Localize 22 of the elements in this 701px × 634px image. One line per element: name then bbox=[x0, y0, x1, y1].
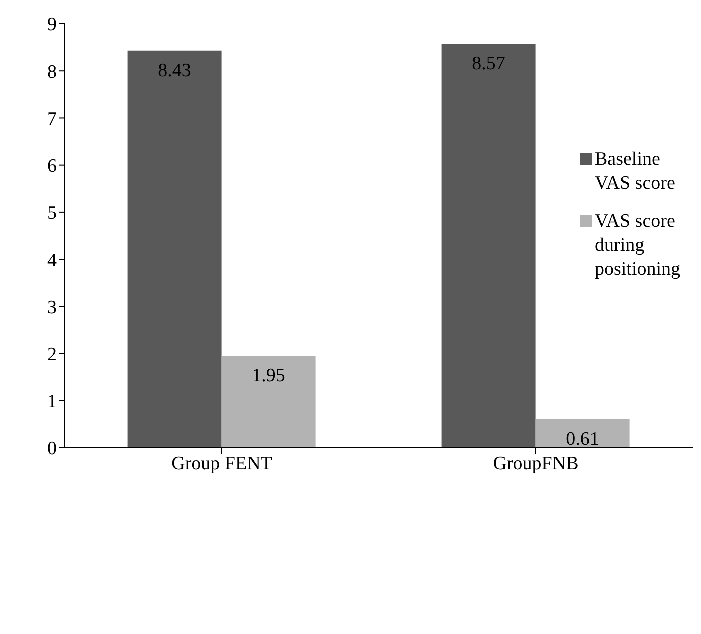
y-tick-label: 1 bbox=[48, 392, 57, 413]
data-label: 8.57 bbox=[472, 54, 506, 75]
bar bbox=[128, 50, 222, 448]
x-tick-label: GroupFNB bbox=[493, 453, 579, 474]
y-tick-label: 5 bbox=[48, 203, 57, 224]
data-label: 0.61 bbox=[566, 428, 600, 450]
x-tick-label: Group FENT bbox=[172, 453, 273, 474]
y-tick-label: 4 bbox=[48, 250, 58, 272]
y-tick-label: 8 bbox=[48, 62, 57, 83]
bar bbox=[442, 44, 536, 448]
y-tick-label: 6 bbox=[48, 156, 57, 178]
data-label: 1.95 bbox=[252, 366, 286, 387]
y-tick-label: 0 bbox=[48, 438, 57, 460]
data-label: 8.43 bbox=[158, 60, 192, 82]
y-tick-label: 2 bbox=[48, 344, 57, 366]
y-tick-label: 3 bbox=[48, 297, 57, 318]
legend-label: Baseline VAS score bbox=[595, 148, 676, 196]
bar bbox=[222, 356, 316, 448]
legend-label: VAS score during positioning bbox=[595, 210, 682, 282]
y-tick-label: 9 bbox=[48, 14, 57, 36]
bar bbox=[536, 419, 630, 448]
y-tick-label: 7 bbox=[48, 108, 57, 130]
